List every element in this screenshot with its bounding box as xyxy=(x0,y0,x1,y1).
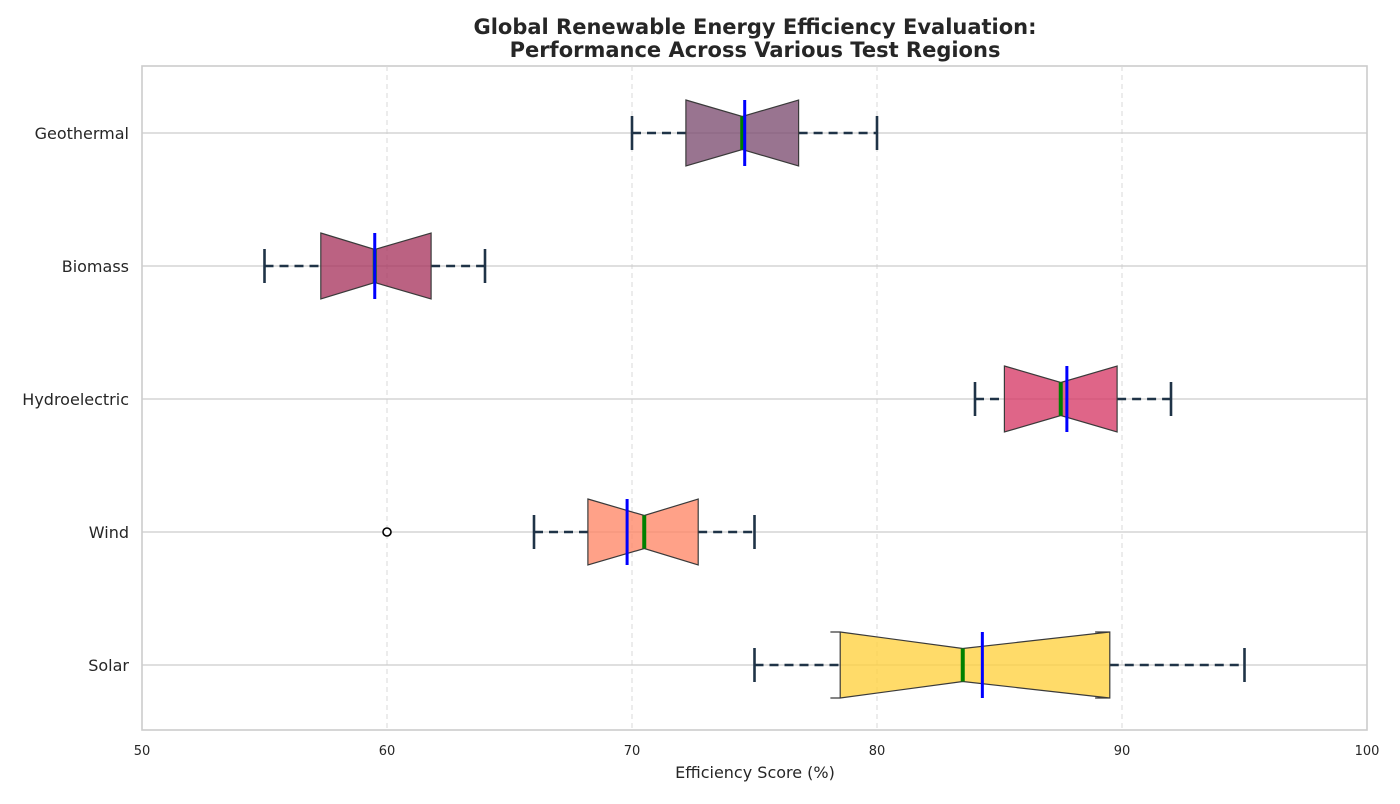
category-label: Solar xyxy=(88,656,129,675)
x-tick-label: 70 xyxy=(624,744,641,759)
box-geothermal xyxy=(630,99,879,167)
x-tick-label: 60 xyxy=(379,744,396,759)
y-axis-categories: Solar Wind Hydroelectric Biomass Geothermal xyxy=(22,124,129,675)
category-label: Geothermal xyxy=(35,124,129,143)
box-body xyxy=(830,631,1111,699)
category-label: Hydroelectric xyxy=(22,390,129,409)
x-tick-label: 100 xyxy=(1355,744,1380,759)
outlier-point xyxy=(382,527,392,537)
chart-title-line-1: Global Renewable Energy Efficiency Evalu… xyxy=(473,15,1036,39)
x-tick-label: 90 xyxy=(1114,744,1131,759)
box-biomass xyxy=(263,232,487,300)
x-tick-label: 80 xyxy=(869,744,886,759)
chart-title: Global Renewable Energy Efficiency Evalu… xyxy=(473,15,1036,62)
box-series xyxy=(263,99,1246,699)
box-wind xyxy=(382,498,756,566)
x-tick-label: 50 xyxy=(134,744,151,759)
plot-frame xyxy=(141,65,1368,731)
category-label: Biomass xyxy=(62,257,129,276)
grid-lines xyxy=(141,65,1368,731)
box-solar xyxy=(753,631,1246,699)
x-axis-ticks: 50 60 70 80 90 100 xyxy=(134,744,1380,759)
chart-title-line-2: Performance Across Various Test Regions xyxy=(510,38,1001,62)
box-hydroelectric xyxy=(973,365,1173,433)
x-axis-label: Efficiency Score (%) xyxy=(675,763,835,782)
category-label: Wind xyxy=(89,523,129,542)
